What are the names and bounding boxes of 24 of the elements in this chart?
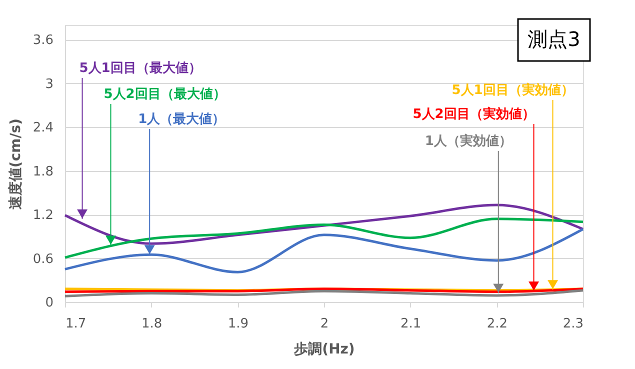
annotation: 1人（最大値） [138, 112, 226, 127]
y-tick-label: 1.8 [32, 164, 54, 180]
annotation: 5人2回目（実効値） [412, 106, 535, 122]
x-tick-label: 1.8 [141, 316, 162, 332]
line-series [64, 204, 584, 245]
chart-title: 測点3 [528, 27, 580, 51]
y-axis-title: 速度値(cm/s) [6, 118, 24, 211]
x-tick-label: 2 [320, 316, 329, 332]
y-tick-label: 3.6 [32, 33, 54, 48]
y-tick-label: 2.4 [32, 120, 54, 136]
x-tick-label: 2.1 [400, 316, 422, 332]
x-tick-label: 1.9 [228, 316, 249, 332]
x-axis-title: 歩調(Hz) [293, 340, 355, 358]
x-tick-label: 2.2 [486, 316, 508, 332]
y-tick-label: 0.6 [32, 252, 54, 267]
x-tick-label: 2.3 [562, 316, 584, 332]
annotation: 5人1回目（実効値） [452, 82, 574, 98]
annotation: 5人1回目（最大値） [79, 61, 202, 76]
annotation: 5人2回目（最大値） [104, 87, 226, 102]
y-tick-label: 0 [45, 296, 54, 310]
x-tick-label: 1.7 [66, 316, 86, 332]
annotation: 1人（実効値） [424, 133, 512, 149]
y-tick-label: 1.2 [32, 208, 54, 224]
y-tick-label: 3 [45, 76, 54, 92]
